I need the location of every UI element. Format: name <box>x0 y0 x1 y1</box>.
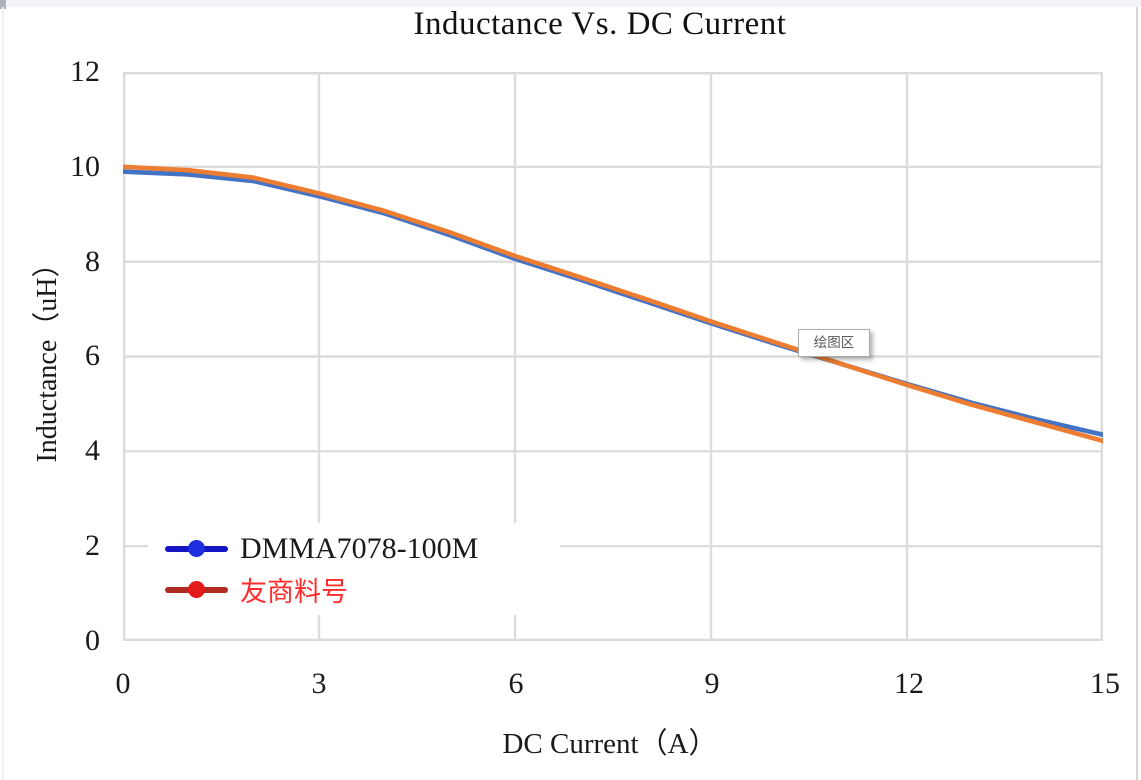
x-tick-label: 9 <box>704 667 720 700</box>
legend-marker-dot-icon <box>188 581 205 598</box>
y-tick-label: 4 <box>85 434 100 467</box>
y-tick-label: 8 <box>85 245 100 278</box>
y-axis-title: Inductance（uH） <box>32 249 63 463</box>
y-tick-label: 6 <box>85 339 100 372</box>
y-tick-label: 2 <box>85 529 100 562</box>
y-tick-label: 12 <box>70 55 100 88</box>
x-tick-label: 0 <box>115 667 131 700</box>
chart-frame-right-border <box>1136 7 1138 780</box>
legend-label: DMMA7078-100M <box>240 532 479 565</box>
x-tick-label: 15 <box>1090 667 1120 700</box>
selection-handle <box>0 0 6 9</box>
chart-frame-left-border <box>2 7 4 780</box>
legend-item-competitor-part[interactable]: 友商料号 <box>160 569 550 613</box>
legend-marker-dot-icon <box>188 540 205 557</box>
x-tick-label: 12 <box>894 667 924 700</box>
plot-area-tooltip: 绘图区 <box>798 329 870 357</box>
chart-title: Inductance Vs. DC Current <box>413 6 787 42</box>
x-tick-label: 6 <box>508 667 524 700</box>
legend-label: 友商料号 <box>240 577 348 607</box>
legend-item-dmma7078-100m[interactable]: DMMA7078-100M <box>160 528 550 572</box>
y-tick-label: 0 <box>85 624 100 657</box>
window-top-strip <box>0 0 1141 7</box>
x-axis-title: DC Current（A） <box>502 728 718 760</box>
legend-background <box>148 523 560 615</box>
x-tick-label: 3 <box>311 667 327 700</box>
y-tick-label: 10 <box>70 150 100 183</box>
